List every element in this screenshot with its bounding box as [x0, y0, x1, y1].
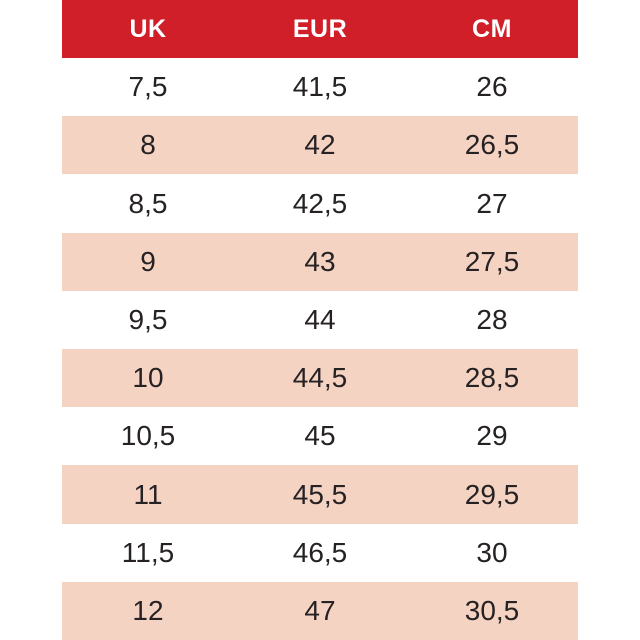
- cell-cm: 27: [476, 187, 508, 219]
- table-row: 10 44,5 28,5: [62, 349, 578, 408]
- cell-eur: 41,5: [292, 71, 348, 103]
- table-row: 11,5 46,5 30: [62, 523, 578, 582]
- cell-uk: 8: [140, 129, 156, 161]
- cell-uk: 9,5: [128, 303, 168, 335]
- cell-uk: 10,5: [120, 420, 176, 452]
- cell-uk: 10: [132, 362, 164, 394]
- table-row: 11 45,5 29,5: [62, 465, 578, 524]
- cell-cm: 27,5: [464, 245, 520, 277]
- table-row: 12 47 30,5: [62, 581, 578, 640]
- size-conversion-table: UK EUR CM 7,5 41,5 26 8 42 26,5 8,5 42,5…: [62, 0, 578, 640]
- table-row: 8,5 42,5 27: [62, 174, 578, 233]
- cell-eur: 44: [304, 303, 336, 335]
- cell-uk: 12: [132, 594, 164, 626]
- cell-eur: 45,5: [292, 478, 348, 510]
- column-header-uk: UK: [129, 14, 167, 43]
- cell-cm: 29: [476, 420, 508, 452]
- cell-cm: 29,5: [464, 478, 520, 510]
- cell-cm: 30: [476, 536, 508, 568]
- cell-uk: 8,5: [128, 187, 168, 219]
- cell-eur: 42: [304, 129, 336, 161]
- cell-uk: 11,5: [121, 536, 175, 568]
- table-row: 8 42 26,5: [62, 116, 578, 175]
- cell-cm: 28: [476, 303, 508, 335]
- cell-cm: 28,5: [464, 362, 520, 394]
- cell-cm: 26,5: [464, 129, 520, 161]
- table-row: 10,5 45 29: [62, 407, 578, 466]
- cell-cm: 30,5: [464, 594, 520, 626]
- column-header-eur: EUR: [292, 14, 348, 43]
- table-row: 9,5 44 28: [62, 290, 578, 350]
- table-header-row: UK EUR CM: [62, 0, 578, 58]
- cell-uk: 7,5: [128, 71, 168, 103]
- cell-eur: 43: [304, 245, 336, 277]
- cell-eur: 46,5: [292, 536, 348, 568]
- cell-cm: 26: [476, 71, 508, 103]
- column-header-cm: CM: [472, 14, 512, 43]
- cell-eur: 45: [304, 420, 336, 452]
- cell-eur: 44,5: [292, 362, 348, 394]
- cell-eur: 47: [304, 594, 336, 626]
- cell-eur: 42,5: [292, 187, 348, 219]
- table-row: 9 43 27,5: [62, 232, 578, 291]
- cell-uk: 9: [140, 245, 156, 277]
- cell-uk: 11: [133, 478, 163, 510]
- table-row: 7,5 41,5 26: [62, 58, 578, 117]
